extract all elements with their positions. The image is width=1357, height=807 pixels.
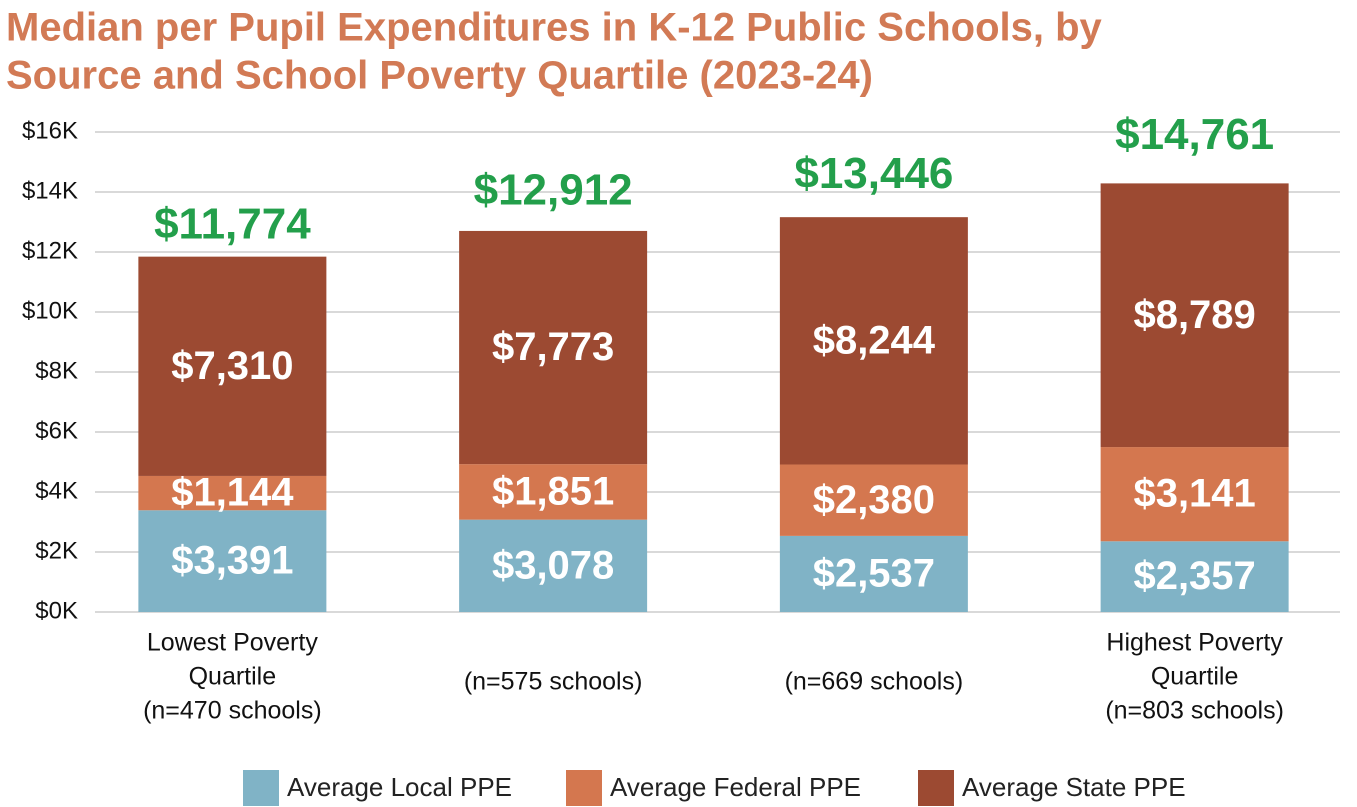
total-label: $12,912	[474, 165, 633, 214]
data-label: $2,537	[813, 552, 935, 596]
data-label: $8,244	[813, 318, 936, 362]
data-label: $7,310	[171, 344, 293, 388]
legend-label: Average Local PPE	[287, 772, 512, 802]
data-label: $1,851	[492, 469, 614, 513]
legend-label: Average State PPE	[962, 772, 1186, 802]
data-label: $3,391	[171, 539, 293, 583]
x-tick-label: (n=575 schools)	[464, 668, 643, 696]
bar-segment	[779, 217, 968, 465]
data-label: $3,078	[492, 543, 614, 587]
legend-swatch	[243, 770, 279, 806]
x-tick-label: (n=669 schools)	[785, 668, 964, 696]
total-label: $11,774	[154, 199, 311, 248]
bar-segment	[459, 464, 648, 520]
y-tick-label: $4K	[35, 477, 78, 504]
y-tick-label: $12K	[22, 237, 78, 264]
total-label: $13,446	[794, 149, 953, 198]
legend-label: Average Federal PPE	[610, 772, 861, 802]
x-tick-label: (n=470 schools)	[143, 697, 322, 725]
bar-segment	[779, 464, 968, 536]
y-tick-label: $16K	[22, 117, 78, 144]
bar-segment	[779, 535, 968, 612]
bar-segment	[138, 510, 327, 612]
bar-segment	[1100, 541, 1289, 612]
data-label: $1,144	[171, 471, 294, 515]
bar-segment	[459, 230, 648, 465]
total-label: $14,761	[1115, 110, 1274, 159]
y-tick-label: $6K	[35, 417, 78, 444]
y-tick-label: $2K	[35, 537, 78, 564]
y-tick-label: $8K	[35, 357, 78, 384]
x-tick-label: Quartile	[1151, 663, 1239, 691]
x-tick-label: Quartile	[189, 663, 277, 691]
bar-segment	[1100, 183, 1289, 448]
data-label: $8,789	[1133, 293, 1255, 337]
bar-segment	[459, 519, 648, 612]
y-tick-label: $10K	[22, 297, 78, 324]
y-tick-label: $0K	[35, 597, 78, 624]
bar-segment	[138, 475, 327, 511]
data-label: $2,357	[1133, 554, 1255, 598]
bar-segment	[1100, 447, 1289, 542]
legend-swatch	[566, 770, 602, 806]
bar-segment	[138, 256, 327, 476]
legend-swatch	[918, 770, 954, 806]
y-tick-label: $14K	[22, 177, 78, 204]
data-label: $7,773	[492, 325, 614, 369]
x-tick-label: Lowest Poverty	[147, 629, 318, 657]
data-label: $2,380	[813, 478, 935, 522]
data-label: $3,141	[1133, 472, 1255, 516]
x-tick-label: (n=803 schools)	[1105, 697, 1284, 725]
chart-title-line: Median per Pupil Expenditures in K-12 Pu…	[6, 6, 1103, 50]
chart-title-line: Source and School Poverty Quartile (2023…	[6, 54, 873, 98]
x-tick-label: Highest Poverty	[1106, 629, 1283, 657]
